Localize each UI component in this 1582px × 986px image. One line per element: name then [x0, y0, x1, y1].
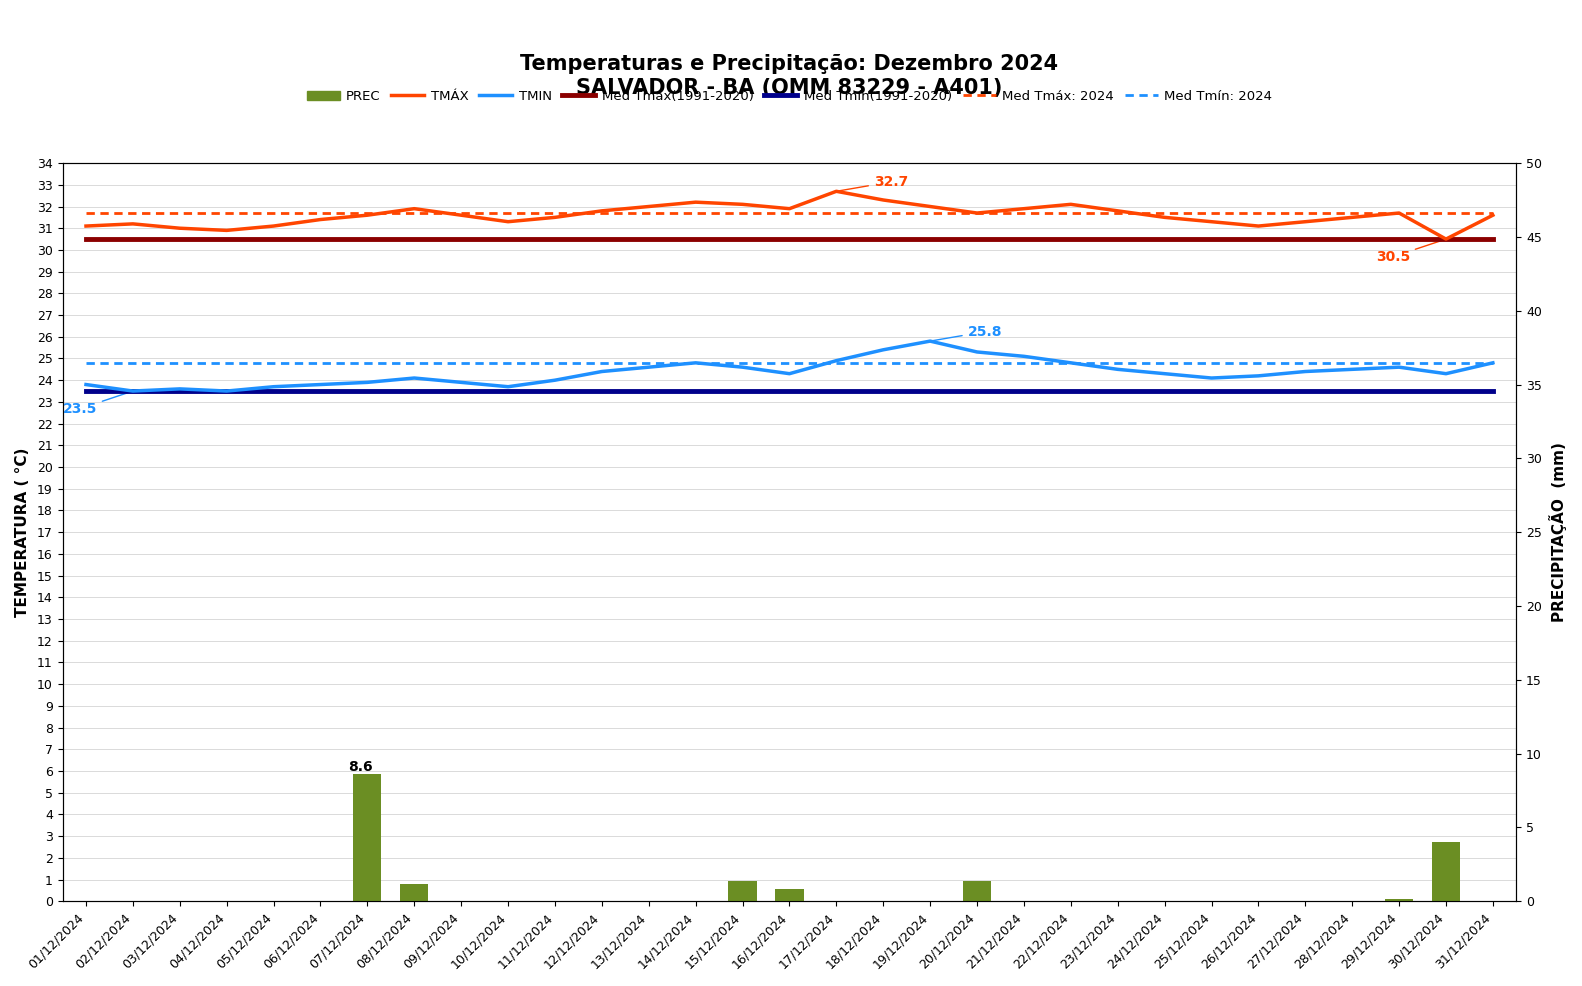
- Y-axis label: TEMPERATURA ( °C): TEMPERATURA ( °C): [14, 448, 30, 617]
- Text: 25.8: 25.8: [933, 324, 1001, 340]
- Text: 32.7: 32.7: [838, 175, 908, 191]
- Bar: [353, 774, 381, 901]
- Bar: [1384, 899, 1413, 901]
- Title: Temperaturas e Precipitação: Dezembro 2024
SALVADOR - BA (OMM 83229 - A401): Temperaturas e Precipitação: Dezembro 20…: [520, 54, 1058, 98]
- Text: 23.5: 23.5: [63, 391, 130, 416]
- Bar: [963, 880, 990, 901]
- Y-axis label: PRECIPITAÇÃO  (mm): PRECIPITAÇÃO (mm): [1549, 443, 1568, 622]
- Text: 30.5: 30.5: [1376, 240, 1443, 264]
- Text: 8.6: 8.6: [348, 760, 373, 774]
- Bar: [400, 883, 429, 901]
- Bar: [728, 880, 756, 901]
- Legend: PREC, TMÁX, TMIN, Med Tmáx(1991-2020), Med Tmín(1991-2020), Med Tmáx: 2024, Med : PREC, TMÁX, TMIN, Med Tmáx(1991-2020), M…: [302, 85, 1278, 108]
- Bar: [1432, 842, 1460, 901]
- Bar: [775, 889, 804, 901]
